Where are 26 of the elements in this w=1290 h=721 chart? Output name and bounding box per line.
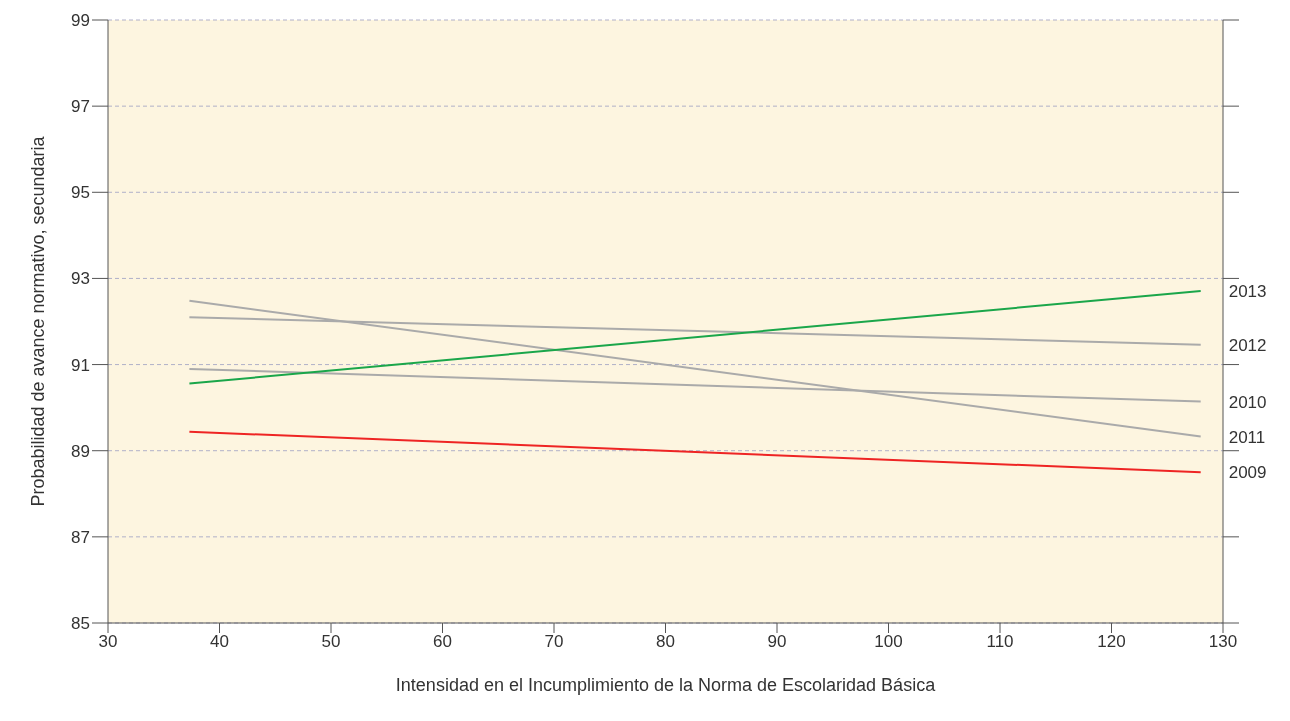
x-tick-label: 60	[433, 632, 452, 652]
y-tick-label: 89	[71, 441, 90, 461]
y-tick-label: 87	[71, 527, 90, 547]
y-tick-label: 99	[71, 11, 90, 31]
x-axis-title: Intensidad en el Incumplimiento de la Norma de Escolaridad Básica	[395, 675, 937, 695]
series-label: 2010	[1228, 392, 1267, 412]
y-tick-label: 91	[71, 355, 90, 375]
x-tick-label: 30	[98, 632, 118, 652]
series-label: 2012	[1228, 335, 1267, 355]
x-tick-label: 70	[544, 632, 564, 652]
x-tick-label: 50	[321, 632, 341, 652]
series-label: 2011	[1228, 427, 1266, 447]
series-label: 2013	[1228, 281, 1267, 301]
x-tick-label: 90	[767, 632, 787, 652]
x-tick-label: 40	[210, 632, 229, 652]
x-tick-label: 130	[1208, 632, 1238, 652]
series-label: 2009	[1228, 463, 1267, 483]
x-tick-label: 120	[1097, 632, 1126, 652]
y-tick-label: 85	[71, 614, 90, 634]
y-tick-label: 97	[71, 97, 90, 117]
y-tick-label: 95	[71, 183, 90, 203]
x-tick-label: 100	[874, 632, 903, 652]
y-tick-label: 93	[71, 269, 90, 289]
y-axis-title: Probabilidad de avance normativo, secundaria	[28, 135, 49, 507]
x-tick-label: 80	[656, 632, 675, 652]
x-tick-label: 110	[986, 632, 1014, 652]
